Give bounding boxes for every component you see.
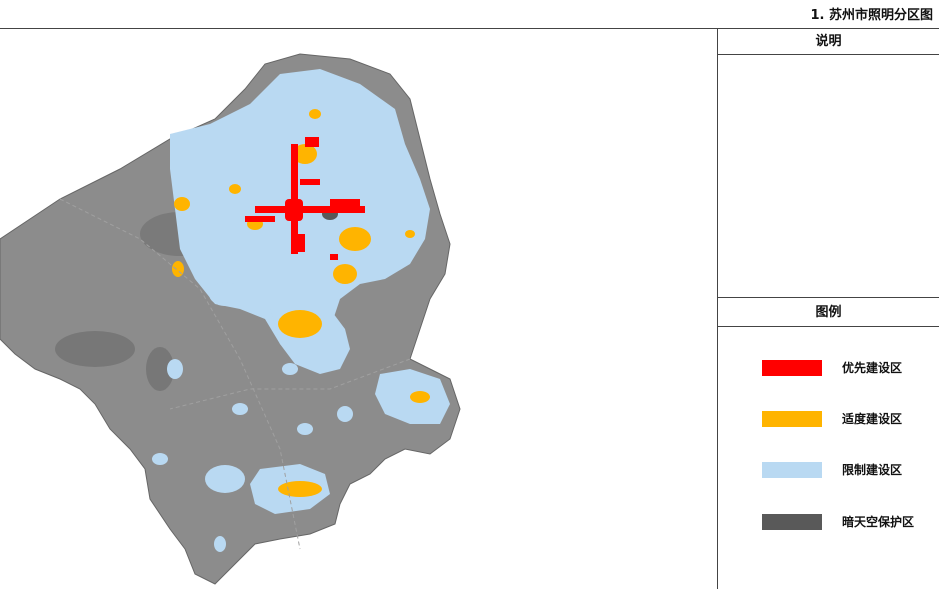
legend-label: 暗天空保护区: [842, 515, 915, 529]
legend-label: 限制建设区: [842, 463, 903, 477]
moderate-zone-patch: [278, 481, 322, 497]
page-title: 1. 苏州市照明分区图: [810, 8, 933, 23]
notes-body: [718, 55, 939, 297]
header-divider: [0, 28, 939, 29]
moderate-zone-patch: [405, 230, 415, 238]
limited-zone-patch: [232, 403, 248, 415]
lighting-zone-map: [0, 53, 461, 585]
moderate-zone-patch: [410, 391, 430, 403]
moderate-zone-patch: [309, 109, 321, 119]
hill-shade: [146, 347, 174, 391]
limited-zone-patch: [205, 465, 245, 493]
side-panel: 说明 图例 优先建设区 适度建设区 限制建设区 暗天空保护区: [717, 29, 939, 589]
limited-zone-patch: [337, 406, 353, 422]
limited-zone-patch: [152, 453, 168, 465]
legend-label: 适度建设区: [842, 412, 903, 426]
legend-swatch: [762, 360, 822, 376]
hill-shade: [55, 331, 135, 367]
legend-swatch: [762, 462, 822, 478]
moderate-zone-patch: [339, 227, 371, 251]
moderate-zone-patch: [172, 261, 184, 277]
moderate-zone-patch: [333, 264, 357, 284]
moderate-zone-patch: [229, 184, 241, 194]
legend-title: 图例: [718, 297, 939, 327]
limited-zone-patch: [282, 363, 298, 375]
limited-zone-patch: [214, 536, 226, 552]
limited-zone-patch: [167, 359, 183, 379]
road-line: [169, 358, 411, 410]
legend-label: 优先建设区: [842, 361, 903, 375]
limited-zone-patch: [297, 423, 313, 435]
limited-zone-patch: [209, 282, 241, 306]
moderate-zone-patch: [278, 310, 322, 338]
priority-zone-core: [245, 137, 365, 260]
notes-title: 说明: [718, 29, 939, 55]
legend-swatch: [762, 514, 822, 530]
map-canvas[interactable]: [0, 29, 717, 589]
legend-swatch: [762, 411, 822, 427]
moderate-zone-patch: [174, 197, 190, 211]
moderate-zone-patch: [293, 144, 317, 164]
